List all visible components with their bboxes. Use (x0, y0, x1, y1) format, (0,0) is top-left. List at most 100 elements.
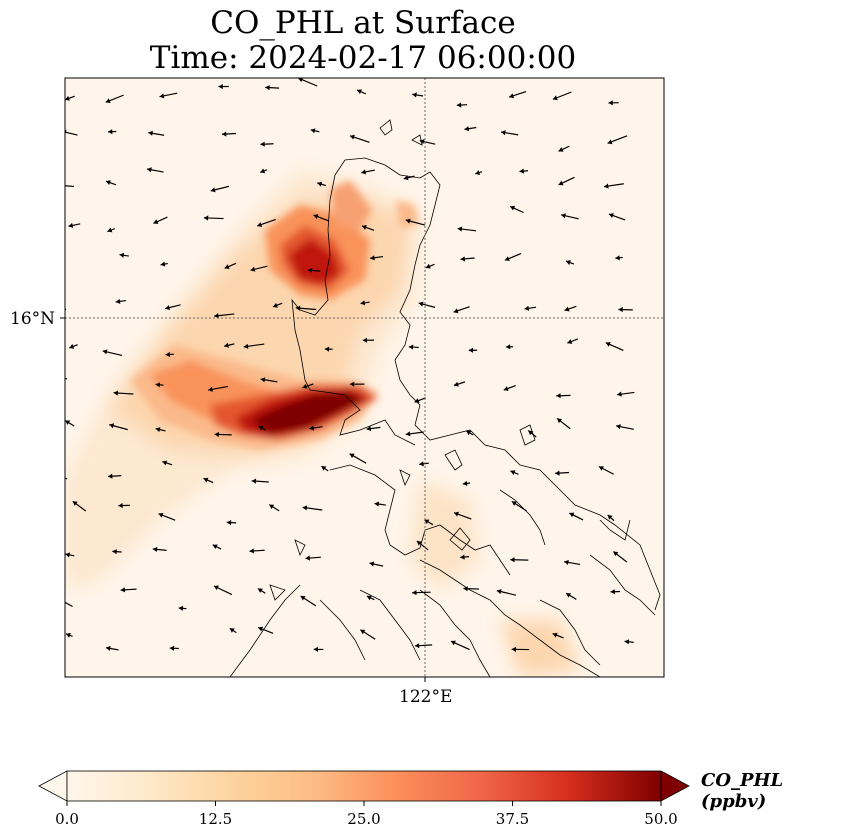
wind-arrow-head (464, 126, 470, 132)
wind-arrow-head (605, 342, 611, 347)
wind-arrow-head (460, 256, 466, 262)
wind-arrow-head (260, 168, 266, 174)
wind-arrow-head (47, 372, 52, 377)
map-title-line2: Time: 2024-02-17 06:00:00 (149, 40, 577, 76)
wind-arrow-head (564, 559, 569, 565)
wind-arrow-head (224, 342, 229, 348)
wind-arrow-head (59, 306, 64, 311)
wind-arrow-head (607, 514, 613, 520)
wind-arrow-head (511, 646, 517, 652)
wind-arrow-head (408, 344, 414, 350)
wind-arrow-head (607, 139, 613, 145)
wind-arrow-head (302, 505, 308, 511)
wind-arrow-head (615, 255, 620, 261)
wind-arrow-head (112, 549, 117, 555)
colorbar-tick-label: 50.0 (644, 810, 678, 828)
wind-arrow-shaft (65, 131, 78, 136)
wind-arrow-head (214, 431, 219, 438)
wind-arrow-head (556, 393, 561, 399)
wind-vectors (47, 78, 635, 652)
wind-arrow-head (555, 470, 560, 476)
wind-arrow-head (310, 128, 316, 134)
wind-arrow-shaft (65, 377, 68, 380)
wind-arrow-head (203, 477, 209, 483)
wind-arrow-head (243, 343, 249, 349)
map-panel (47, 77, 665, 682)
colorbar (38, 770, 690, 806)
wind-arrow-head (403, 175, 409, 181)
wind-arrow-head (68, 222, 74, 228)
colorbar-max-extend (660, 770, 690, 802)
wind-arrow-head (475, 170, 481, 176)
wind-arrow-head (453, 308, 459, 314)
wind-arrow-head (212, 544, 218, 550)
wind-arrow-head (412, 92, 417, 98)
wind-arrow-shaft (65, 185, 74, 188)
wind-arrow-head (519, 168, 524, 174)
wind-arrow-head (412, 590, 417, 596)
coastlines (229, 119, 661, 677)
wind-arrow-head (450, 640, 456, 646)
wind-arrow-head (370, 255, 375, 261)
wind-arrow-head (366, 426, 372, 432)
wind-arrow-head (224, 264, 230, 269)
wind-arrow-head (160, 261, 166, 267)
wind-arrow-head (257, 222, 263, 227)
wind-arrow-head (165, 305, 171, 311)
wind-arrow-head (208, 386, 213, 392)
wind-arrow-head (313, 646, 318, 652)
wind-arrow-head (557, 418, 563, 424)
wind-arrow-head (321, 466, 327, 471)
wind-arrow-head (119, 252, 125, 258)
wind-arrow-head (453, 381, 459, 387)
wind-arrow-head (511, 501, 517, 506)
wind-arrow-head (269, 504, 275, 510)
wind-arrow-head (260, 377, 266, 383)
colorbar-label: CO_PHL (ppbv) (701, 770, 784, 812)
wind-arrow-head (462, 480, 468, 486)
wind-arrow-head (300, 595, 306, 601)
wind-arrow-head (317, 181, 323, 187)
wind-arrow-head (456, 102, 462, 108)
wind-arrow-head (257, 588, 263, 593)
wind-arrow-head (265, 85, 270, 91)
wind-arrow-head (298, 78, 303, 83)
wind-arrow-head (113, 390, 119, 396)
wind-arrow-head (222, 131, 227, 137)
colorbar-tick-label: 0.0 (55, 810, 79, 828)
wind-arrow-head (69, 343, 75, 349)
wind-arrow-head (158, 512, 164, 518)
wind-arrow-head (418, 301, 424, 307)
wind-arrow-head (218, 83, 223, 90)
wind-arrow-head (510, 557, 515, 563)
wind-arrow-head (258, 626, 264, 632)
wind-arrow-head (155, 382, 161, 388)
wind-arrow-head (463, 586, 468, 592)
wind-arrow-head (313, 214, 319, 220)
latitude-label: 16°N (10, 309, 56, 329)
wind-arrow-head (360, 629, 366, 635)
wind-arrow-head (613, 551, 619, 557)
wind-arrow-head (552, 95, 558, 101)
wind-arrow-head (524, 305, 530, 311)
wind-arrow-head (501, 130, 506, 136)
wind-arrow-head (361, 169, 366, 175)
wind-arrow-head (272, 302, 278, 308)
wind-arrow-head (109, 423, 115, 429)
wind-arrow-head (65, 95, 70, 101)
longitude-label: 122°E (399, 687, 453, 707)
wind-arrow-head (118, 502, 123, 509)
wind-arrow-head (528, 430, 534, 436)
wind-arrow-head (159, 93, 165, 99)
co-concentration-field (65, 170, 580, 677)
wind-arrow-head (369, 561, 375, 567)
wind-arrow-head (608, 213, 614, 218)
map-title-line1: CO_PHL at Surface (210, 5, 516, 41)
wind-arrow-head (374, 501, 380, 507)
wind-arrow-head (107, 227, 113, 233)
wind-arrow-head (349, 453, 355, 459)
wind-arrow-head (361, 225, 367, 230)
wind-arrow-head (569, 512, 575, 518)
wind-arrow-head (203, 215, 209, 221)
wind-arrow-head (366, 595, 372, 601)
